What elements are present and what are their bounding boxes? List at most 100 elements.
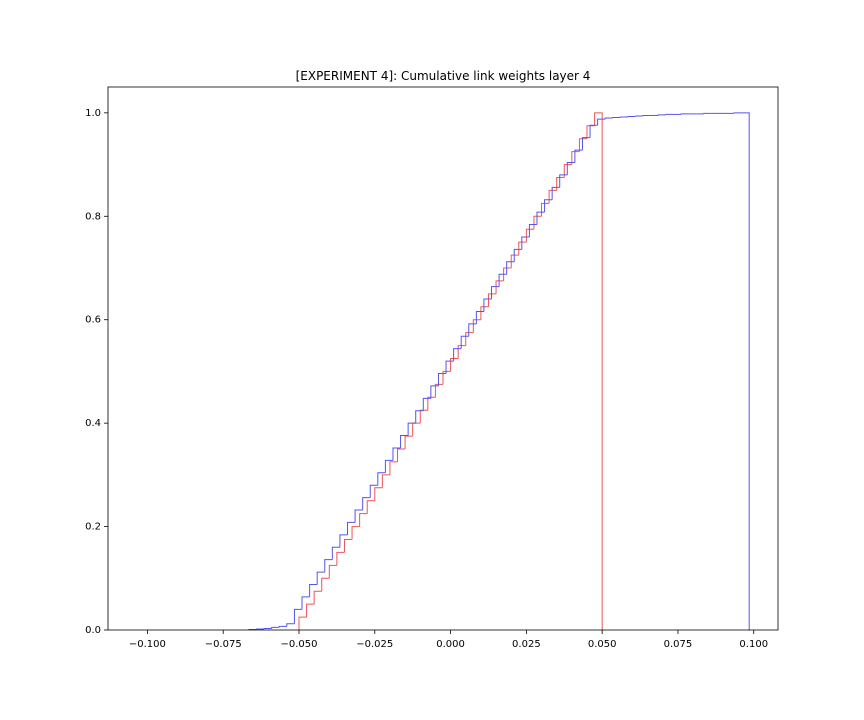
step-bin	[397, 448, 406, 462]
step-bin	[597, 118, 606, 126]
x-tick-label: 0.100	[739, 639, 768, 650]
y-tick-label: 0.6	[85, 315, 101, 326]
x-tick-label: −0.100	[129, 639, 166, 650]
step-bin	[578, 138, 588, 152]
step-bin	[354, 509, 363, 523]
y-tick-label: 0.8	[85, 211, 101, 222]
step-bin	[503, 267, 512, 281]
step-bin	[483, 298, 492, 312]
step-bin	[298, 616, 307, 630]
step-bin	[381, 474, 390, 488]
step-bin	[430, 385, 439, 399]
step-bin	[733, 112, 742, 114]
step-bin	[665, 113, 674, 115]
plot-frame	[107, 86, 779, 631]
x-tick-label: 0.050	[588, 639, 617, 650]
step-bin	[339, 534, 348, 548]
step-bin	[301, 596, 310, 610]
y-tick-label: 0.0	[85, 625, 101, 636]
step-bin	[487, 293, 497, 307]
step-bin	[427, 396, 436, 411]
step-bin	[453, 348, 462, 362]
step-bin	[521, 236, 530, 250]
step-bin	[491, 286, 500, 300]
step-bin	[422, 397, 431, 411]
step-bin	[293, 608, 303, 624]
step-bin	[419, 409, 428, 424]
step-bin	[472, 319, 481, 333]
step-bin	[551, 186, 560, 200]
step-bin	[525, 228, 534, 243]
step-bin	[468, 323, 477, 337]
step-bin	[627, 115, 636, 117]
step-bin	[604, 117, 613, 120]
step-bin	[415, 410, 424, 424]
step-bin	[384, 459, 393, 473]
step-bin	[324, 559, 333, 573]
step-bin	[407, 422, 416, 436]
step-bin	[336, 551, 345, 566]
y-tick-label: 0.4	[85, 418, 101, 429]
x-tick-label: −0.050	[280, 639, 317, 650]
x-tick-label: 0.025	[512, 639, 541, 650]
step-bin	[498, 273, 507, 287]
step-bin	[556, 177, 565, 191]
step-bin	[404, 435, 413, 449]
step-bin	[460, 335, 469, 349]
step-bin	[544, 199, 553, 213]
step-bin	[445, 360, 454, 374]
x-tick-label: −0.075	[205, 639, 242, 650]
step-bin	[377, 472, 386, 486]
step-bin	[581, 137, 591, 151]
step-bin	[331, 546, 340, 560]
step-bin	[657, 114, 666, 116]
step-bin	[563, 164, 572, 178]
step-bin	[536, 211, 545, 225]
step-bin	[359, 513, 368, 527]
step-bin	[286, 623, 295, 627]
step-bin	[450, 358, 459, 372]
step-bin	[495, 280, 504, 294]
x-tick-label: −0.025	[356, 639, 393, 650]
step-bin	[316, 571, 325, 585]
step-bin	[510, 254, 519, 268]
step-bin	[392, 447, 401, 461]
y-tick-label: 1.0	[85, 108, 101, 119]
step-bin	[480, 306, 489, 320]
step-bin	[475, 310, 484, 324]
x-tick-label: 0.075	[664, 639, 693, 650]
step-bin	[612, 117, 621, 119]
step-bin	[400, 435, 409, 448]
step-bin	[343, 539, 353, 553]
step-bin	[374, 487, 383, 501]
step-bin	[566, 162, 575, 175]
x-tick-label: 0.000	[436, 639, 465, 650]
step-bin	[741, 112, 750, 630]
step-bin	[518, 241, 527, 256]
step-bin	[366, 500, 375, 514]
step-bin	[703, 112, 712, 114]
step-bin	[586, 125, 595, 139]
step-bin	[263, 627, 272, 629]
step-bin	[278, 625, 287, 628]
step-bin	[680, 113, 689, 115]
step-bin	[328, 564, 337, 579]
step-bin	[347, 521, 356, 535]
step-bin	[362, 497, 371, 511]
step-bin	[506, 261, 515, 275]
step-bin	[369, 484, 378, 498]
step-bin	[528, 224, 537, 237]
step-bin	[574, 149, 583, 163]
chart-title: [EXPERIMENT 4]: Cumulative link weights …	[296, 69, 591, 83]
step-bin	[321, 577, 330, 592]
step-bin	[513, 248, 522, 262]
step-bin	[465, 332, 474, 346]
step-bin	[271, 626, 280, 629]
step-bin	[559, 174, 568, 188]
step-bin	[351, 526, 360, 540]
step-bin	[442, 370, 451, 385]
step-bin	[306, 603, 315, 618]
step-bin	[571, 151, 580, 165]
step-bin	[434, 383, 443, 398]
